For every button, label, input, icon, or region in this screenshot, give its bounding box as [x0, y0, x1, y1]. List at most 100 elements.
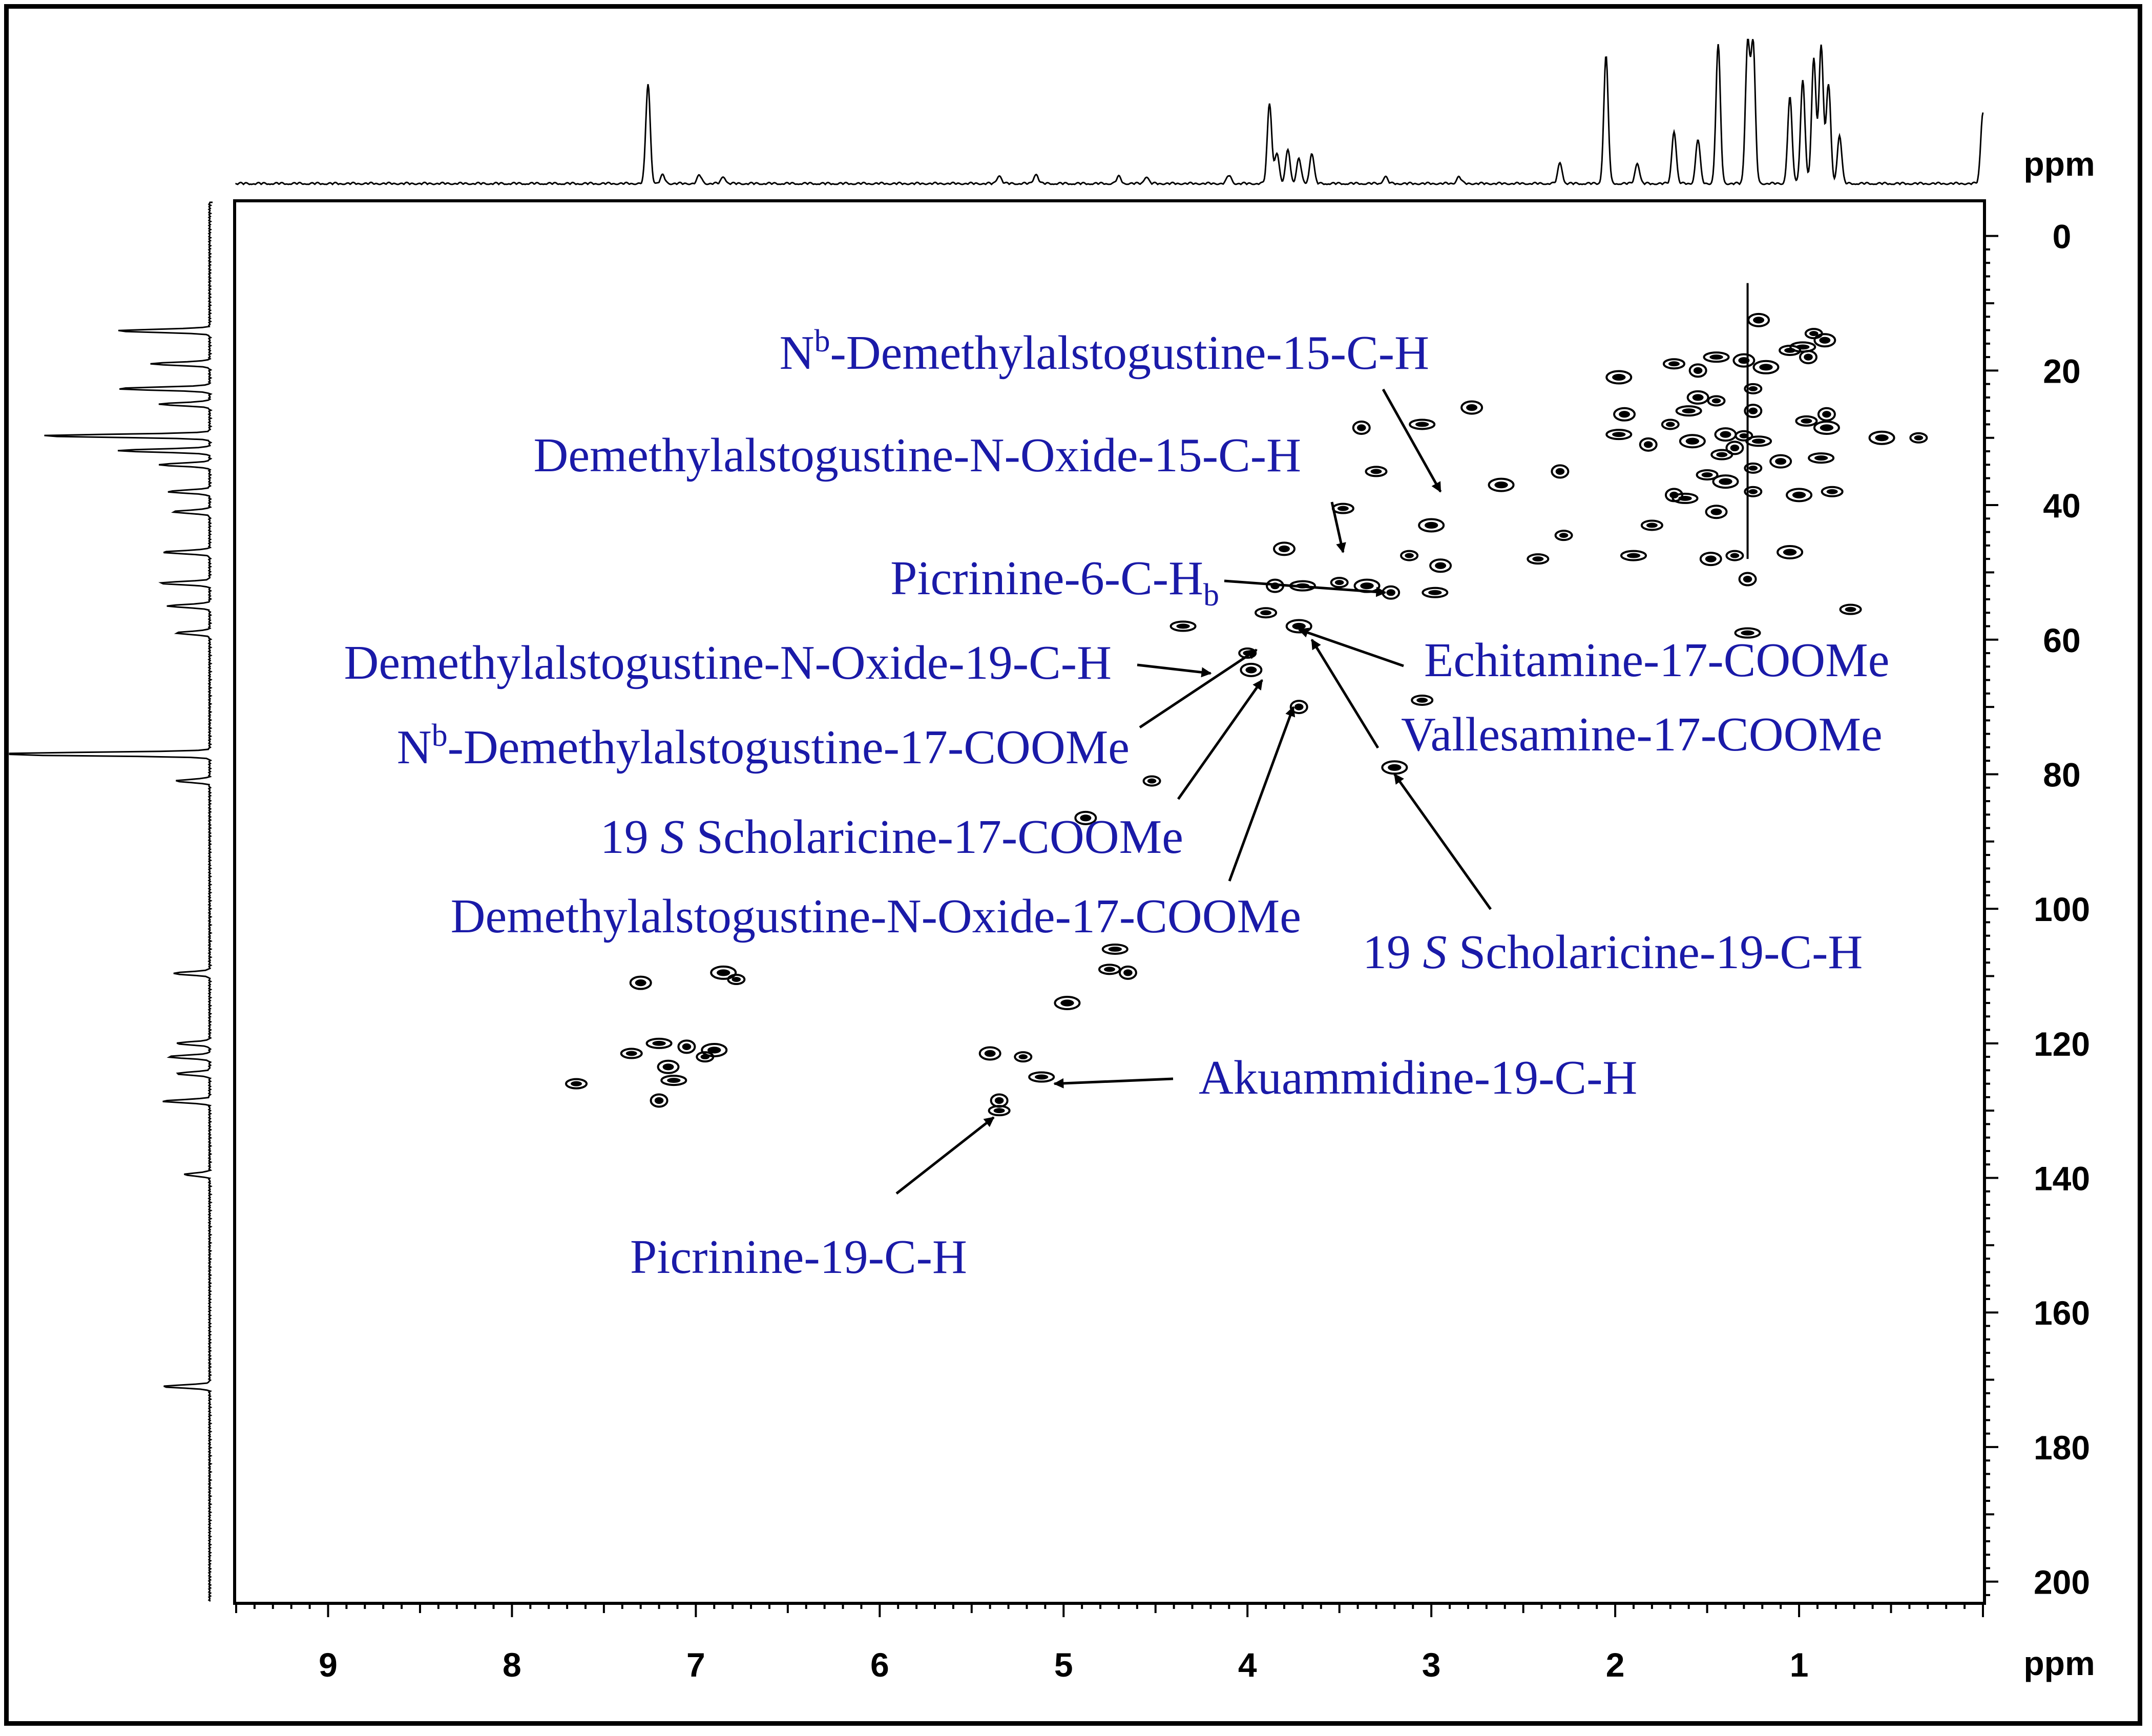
cross-peak — [1734, 627, 1761, 639]
annotation-echitamine-17: Echitamine-17-COOMe — [1298, 628, 1889, 687]
y-axis-ticks: 0 20 40 60 80 100 120 140 160 180 200 — [1983, 218, 2090, 1601]
cross-peak — [1365, 466, 1388, 477]
annotation-vallesamine-17: Vallesamine-17-COOMe — [1310, 639, 1883, 761]
annotation-arrow — [1053, 1077, 1174, 1089]
cross-peak — [1640, 519, 1663, 531]
annotation-picrinine-6: Picrinine-6-C-Hb — [890, 552, 1387, 613]
annotation-arrow — [1228, 706, 1296, 882]
annotation-arrow — [1139, 649, 1258, 729]
cross-peak — [727, 974, 746, 986]
cross-peak — [1418, 518, 1445, 533]
cross-peak — [1703, 351, 1730, 363]
cross-peak — [1661, 419, 1680, 430]
cross-peak — [1732, 353, 1756, 368]
cross-peak — [1738, 572, 1757, 587]
cross-peak — [1744, 486, 1763, 497]
cross-peak — [1098, 964, 1121, 975]
cross-peak — [1118, 965, 1137, 980]
cross-peak — [1786, 488, 1813, 503]
x-tick-label: 6 — [870, 1646, 889, 1684]
proton-trace — [235, 38, 1984, 186]
annotation-label: Akuammidine-19-C-H — [1199, 1051, 1637, 1104]
cross-peak — [1707, 395, 1726, 407]
y-tick-label: 0 — [2053, 218, 2072, 256]
cross-peak — [1714, 427, 1737, 442]
figure-frame — [4, 4, 2142, 1726]
cross-peak — [1014, 1051, 1033, 1063]
annotation-arrow — [1298, 628, 1404, 667]
x-tick-label: 4 — [1238, 1646, 1257, 1684]
y-tick-label: 80 — [2043, 756, 2080, 793]
cross-peak — [1074, 810, 1097, 825]
cross-peak — [1821, 486, 1844, 497]
cross-peak — [660, 1075, 687, 1086]
cross-peak — [1795, 415, 1818, 427]
cross-peak — [1639, 437, 1658, 452]
x-tick-label: 9 — [319, 1646, 338, 1684]
cross-peak — [1664, 488, 1683, 503]
cross-peak — [1799, 350, 1817, 365]
y-tick-label: 20 — [2043, 352, 2080, 390]
cross-peak — [1725, 441, 1744, 455]
annotation-label: Demethylalstogustine-N-Oxide-15-C-H — [534, 429, 1301, 482]
cross-peak — [1527, 553, 1550, 565]
annotation-arrow — [1177, 679, 1263, 800]
cross-peak — [1813, 333, 1836, 348]
cross-peak — [565, 1078, 588, 1090]
y-tick-label: 180 — [2034, 1429, 2090, 1467]
cross-peak — [1745, 435, 1772, 447]
cross-peak — [1273, 541, 1296, 556]
cross-peak — [1142, 775, 1161, 787]
cross-peak — [1613, 407, 1636, 422]
annotation-arrow — [895, 1116, 995, 1195]
cross-peak — [1710, 449, 1733, 461]
cross-peak — [1725, 550, 1744, 561]
cross-peak — [1777, 545, 1804, 559]
cross-peak — [1808, 452, 1835, 464]
cross-peak — [696, 1051, 715, 1063]
cross-peak — [1400, 550, 1419, 561]
cross-peak — [1744, 404, 1763, 419]
annotation-demethylalstogustine-n-oxide-19: Demethylalstogustine-N-Oxide-19-C-H — [344, 636, 1212, 689]
cross-peak — [645, 1037, 673, 1049]
cross-peak — [1699, 552, 1722, 567]
annotation-arrow — [1224, 579, 1387, 597]
cross-peak — [1429, 558, 1452, 573]
annotation-nb-demethylalstogustine-17: Nb​-Demethylalstogustine-17-COOMe — [397, 649, 1258, 774]
annotation-label: Nb​-Demethylalstogustine-17-COOMe — [397, 718, 1130, 774]
y-tick-label: 120 — [2034, 1025, 2090, 1063]
annotation-label: Nb​-Demethylalstogustine-15-C-H — [780, 324, 1429, 380]
cross-peak — [1662, 358, 1685, 370]
cross-peak — [1688, 363, 1707, 378]
x-tick-label: 3 — [1422, 1646, 1441, 1684]
annotation-label: 19 S Scholaricine-19-C-H — [1363, 926, 1863, 979]
annotation-label: Picrinine-19-C-H — [630, 1230, 967, 1284]
annotation-arrow — [1393, 773, 1492, 910]
cross-peak — [1747, 312, 1770, 327]
cross-peak — [1054, 996, 1081, 1011]
cross-peak — [701, 1042, 728, 1057]
x-tick-label: 8 — [503, 1646, 521, 1684]
cross-peak — [1255, 607, 1278, 619]
cross-peak — [1752, 360, 1780, 374]
cross-peak — [629, 975, 652, 990]
annotation-akuammidine-19: Akuammidine-19-C-H — [1053, 1051, 1637, 1104]
y-tick-label: 200 — [2034, 1563, 2090, 1601]
cross-peak — [1460, 400, 1484, 415]
cross-peak — [650, 1093, 668, 1108]
y-tick-label: 160 — [2034, 1294, 2090, 1332]
cross-peak — [1817, 407, 1836, 422]
cross-peak — [1330, 577, 1349, 589]
annotation-arrow — [1382, 388, 1442, 493]
cross-peak — [1605, 429, 1633, 441]
cross-peak — [1675, 405, 1702, 417]
cross-peak — [1868, 430, 1895, 445]
cross-peak — [1769, 454, 1792, 469]
cross-peak — [1779, 344, 1802, 356]
annotation-19s-scholaricine-17: 19 S Scholaricine-17-COOMe — [600, 679, 1263, 864]
annotation-label: 19 S Scholaricine-17-COOMe — [600, 810, 1183, 864]
annotation-label: Demethylalstogustine-N-Oxide-17-COOMe — [451, 890, 1301, 943]
x-tick-label: 1 — [1790, 1646, 1809, 1684]
annotation-label: Picrinine-6-C-Hb — [890, 552, 1219, 613]
